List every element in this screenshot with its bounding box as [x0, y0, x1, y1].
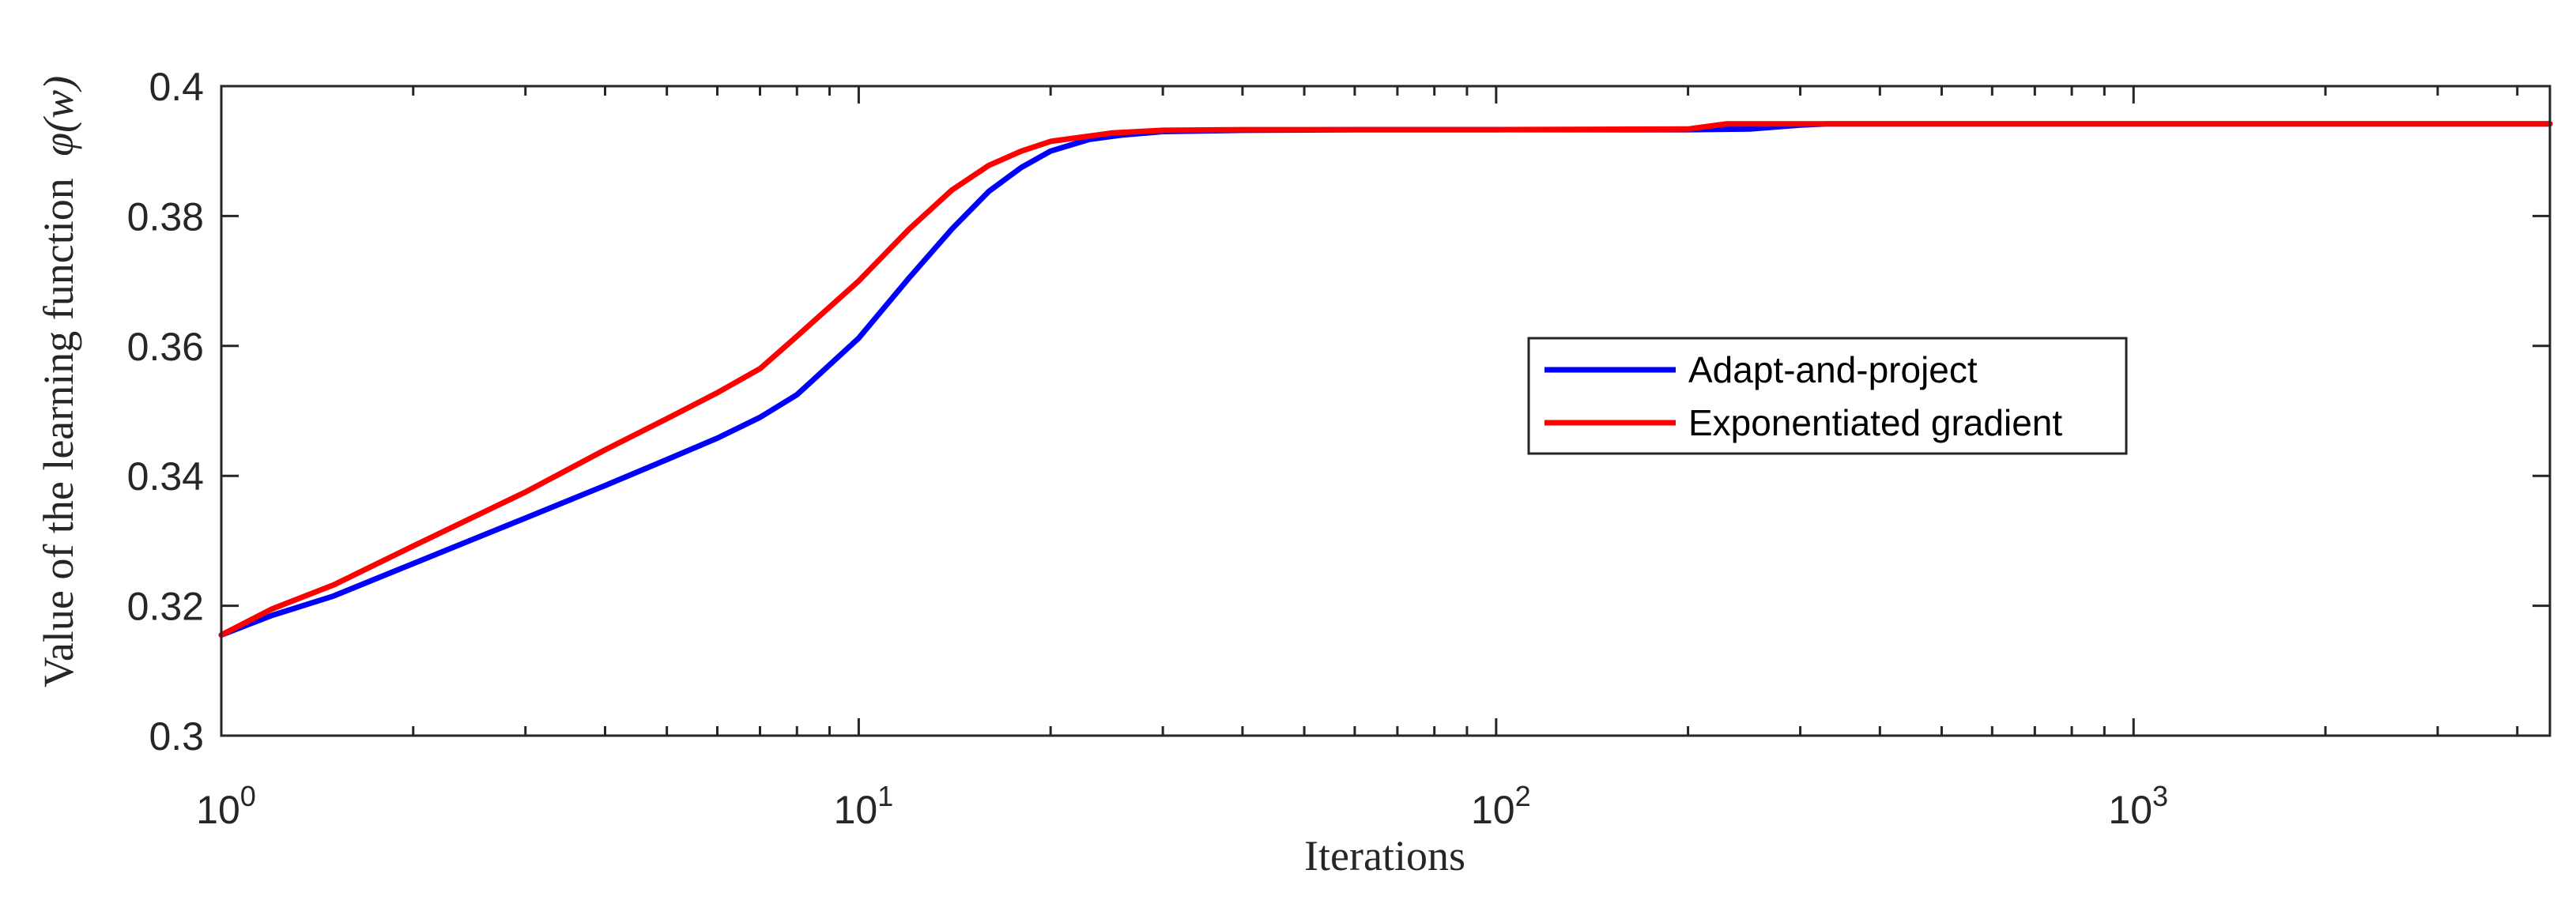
y-tick-label: 0.4 — [149, 65, 204, 109]
x-axis-title: Iterations — [1304, 832, 1465, 879]
y-axis-title-text: Value of the learning function — [35, 178, 82, 687]
legend: Adapt-and-project Exponentiated gradient — [1527, 337, 2128, 455]
x-tick-label: 100 — [196, 780, 256, 832]
tick-labels: 0.3 0.32 0.34 0.36 0.38 0.4 100 101 102 103 — [127, 65, 2168, 832]
x-tick-label: 101 — [834, 780, 894, 832]
plot-area — [218, 121, 2553, 638]
y-tick-label: 0.34 — [127, 454, 204, 499]
series-line-adapt-and-project — [218, 121, 2553, 638]
x-tick-label: 103 — [2108, 780, 2168, 832]
legend-box — [1527, 337, 2128, 455]
axes-box — [220, 85, 2551, 737]
y-axis-title: Value of the learning function φ(w) — [35, 76, 82, 687]
y-tick-label: 0.38 — [127, 194, 204, 239]
y-axis-title-symbol: φ(w) — [35, 76, 82, 156]
x-tick-label: 102 — [1471, 780, 1531, 832]
series-line-exponentiated-gradient — [218, 121, 2553, 638]
y-tick-label: 0.3 — [149, 714, 204, 759]
y-tick-label: 0.36 — [127, 325, 204, 369]
y-tick-label: 0.32 — [127, 585, 204, 629]
axes — [220, 85, 2551, 737]
legend-label-adapt-and-project: Adapt-and-project — [1688, 349, 1978, 390]
legend-label-exponentiated-gradient: Exponentiated gradient — [1688, 402, 2062, 443]
